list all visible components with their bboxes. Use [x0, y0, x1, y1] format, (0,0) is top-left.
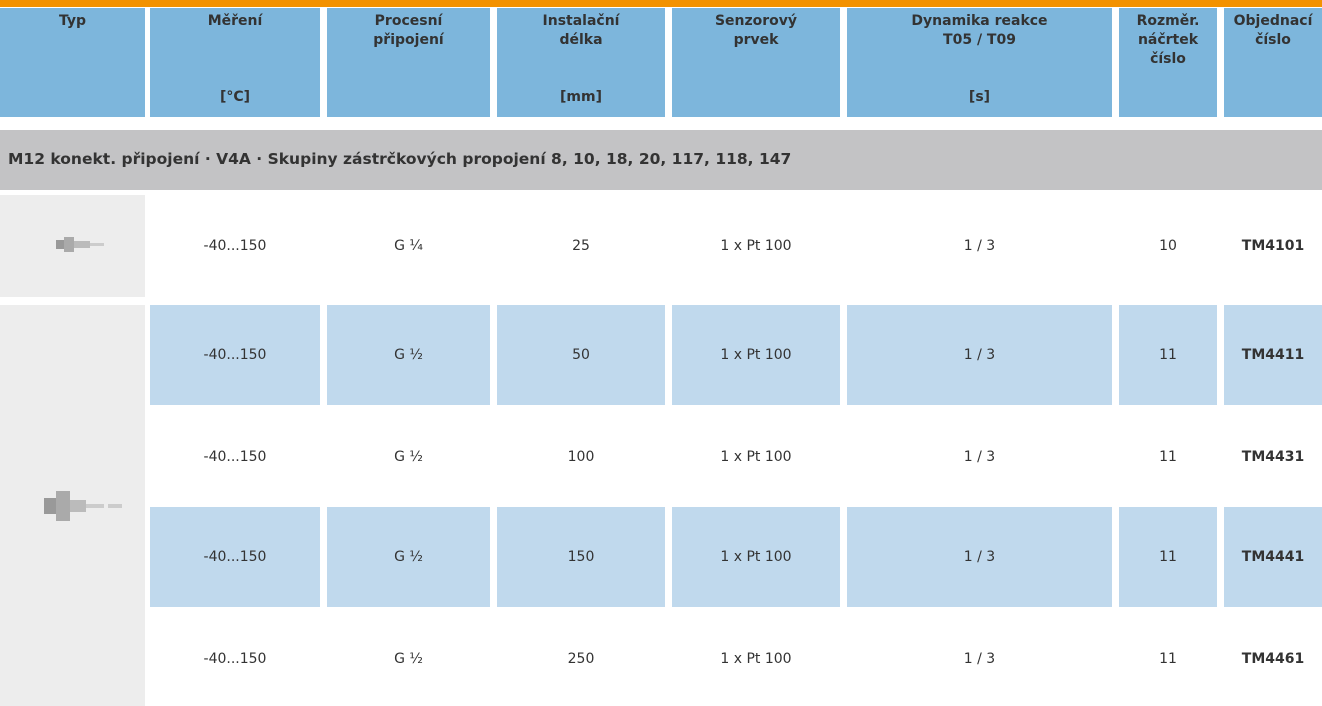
- table-cell: 11: [1119, 305, 1217, 405]
- header-unit: [°C]: [219, 89, 251, 105]
- header-label: číslo: [1255, 32, 1291, 48]
- product-image: [0, 195, 145, 297]
- table-cell: TM4431: [1241, 448, 1305, 465]
- table-cell: 1 / 3: [963, 650, 996, 667]
- header-cell: [497, 8, 665, 117]
- header-cell: [327, 8, 490, 117]
- header-label: číslo: [1150, 51, 1186, 67]
- table-cell: G ½: [394, 650, 423, 667]
- header-label: Objednací: [1233, 13, 1313, 29]
- table-cell: 11: [1159, 650, 1177, 667]
- section-title: M12 konekt. připojení · V4A · Skupiny zá…: [0, 130, 1322, 190]
- header-cell: [847, 8, 1112, 117]
- header-label: délka: [559, 32, 603, 48]
- header-label: Senzorový: [714, 13, 798, 29]
- table-cell: G ½: [327, 305, 490, 405]
- table-cell: -40...150: [203, 448, 267, 465]
- table-cell: 11: [1119, 507, 1217, 607]
- header-label: náčrtek: [1137, 32, 1199, 48]
- table-cell: -40...150: [150, 507, 320, 607]
- table-cell: -40...150: [203, 238, 267, 254]
- header-label: Rozměr.: [1136, 13, 1200, 29]
- header-cell: [1119, 8, 1217, 117]
- header-cell: [1224, 8, 1322, 117]
- header-label: Měření: [207, 13, 263, 29]
- table-cell: 1 x Pt 100: [720, 238, 792, 254]
- header-cell: [0, 8, 145, 117]
- table-cell: 1 x Pt 100: [720, 650, 792, 667]
- table-cell: TM4411: [1224, 305, 1322, 405]
- table-cell: 1 x Pt 100: [720, 448, 792, 465]
- header-label: T05 / T09: [943, 32, 1016, 48]
- header-cell: [672, 8, 840, 117]
- table-cell: 100: [567, 448, 595, 465]
- table-cell: 1 / 3: [963, 448, 996, 465]
- table-cell: 1 / 3: [963, 238, 996, 254]
- table-cell: 11: [1159, 448, 1177, 465]
- table-cell: TM4461: [1241, 650, 1305, 667]
- top-bar: [0, 0, 1322, 7]
- header-label: připojení: [373, 32, 444, 48]
- product-image: [0, 305, 145, 706]
- header-unit: [s]: [968, 89, 991, 105]
- table-cell: G ½: [327, 507, 490, 607]
- table-cell: 150: [497, 507, 665, 607]
- header-label: Typ: [58, 13, 87, 29]
- header-cell: [150, 8, 320, 117]
- table-cell: 1 / 3: [847, 507, 1112, 607]
- table-cell: G ½: [394, 448, 423, 465]
- table-cell: 1 x Pt 100: [672, 507, 840, 607]
- header-label: Dynamika reakce: [911, 13, 1048, 29]
- table-cell: 1 x Pt 100: [672, 305, 840, 405]
- table-cell: 50: [497, 305, 665, 405]
- header-label: prvek: [733, 32, 779, 48]
- sensor-icon: [56, 237, 104, 252]
- table-cell: 250: [567, 650, 595, 667]
- header-label: Procesní: [374, 13, 443, 29]
- table-cell: G ¼: [394, 238, 423, 254]
- table-cell: TM4101: [1241, 238, 1305, 254]
- table-cell: -40...150: [203, 650, 267, 667]
- table-cell: TM4441: [1224, 507, 1322, 607]
- table-cell: 10: [1159, 238, 1177, 254]
- header-label: Instalační: [542, 13, 620, 29]
- table-cell: 25: [572, 238, 590, 254]
- table-cell: 1 / 3: [847, 305, 1112, 405]
- header-unit: [mm]: [560, 89, 602, 105]
- table-cell: -40...150: [150, 305, 320, 405]
- sensor-icon: [44, 491, 122, 521]
